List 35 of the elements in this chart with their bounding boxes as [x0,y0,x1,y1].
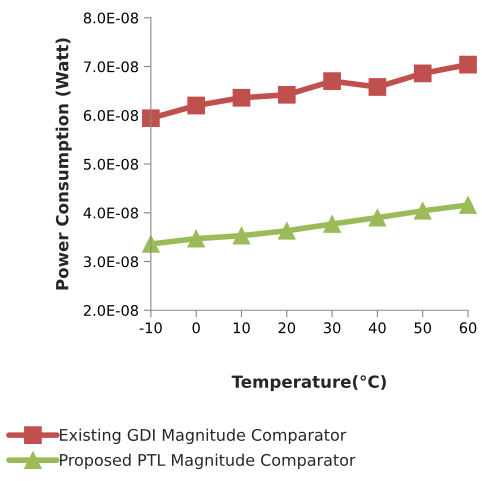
point [323,72,341,90]
x-tick-label: 0 [192,322,200,334]
x-tick-label: 50 [414,322,432,334]
legend-label: Existing GDI Magnitude Comparator [60,428,346,444]
point [142,109,160,128]
x-axis-title: Temperature(°C) [232,375,386,392]
point [232,226,250,245]
x-tick-label: 60 [460,322,476,334]
point [414,64,432,82]
y-tick-label: 8.0E-08 [84,12,138,24]
x-tick-label: 40 [368,322,386,334]
x-tick-label: -10 [140,322,162,334]
point [323,215,341,233]
x-tick-label: 30 [324,322,340,334]
y-tick-label: 4.0E-08 [84,207,138,219]
point [459,56,477,74]
point [368,78,386,96]
point [187,96,206,114]
point [368,208,386,226]
point [278,222,296,240]
legend-label: Proposed PTL Magnitude Comparator [60,454,356,470]
x-tick-label: 10 [234,322,250,334]
y-tick-label: 2.0E-08 [84,304,138,316]
y-tick-label: 5.0E-08 [84,158,138,170]
y-tick-label: 3.0E-08 [84,256,138,268]
point [187,230,206,248]
point [142,235,160,253]
point [278,86,296,104]
x-tick-label: 20 [278,322,296,334]
point [232,88,250,107]
point [459,196,477,214]
y-axis-title: Power Consumption (Watt) [56,38,72,290]
y-tick-label: 6.0E-08 [84,110,138,122]
point [414,202,432,220]
y-tick-label: 7.0E-08 [84,61,138,72]
